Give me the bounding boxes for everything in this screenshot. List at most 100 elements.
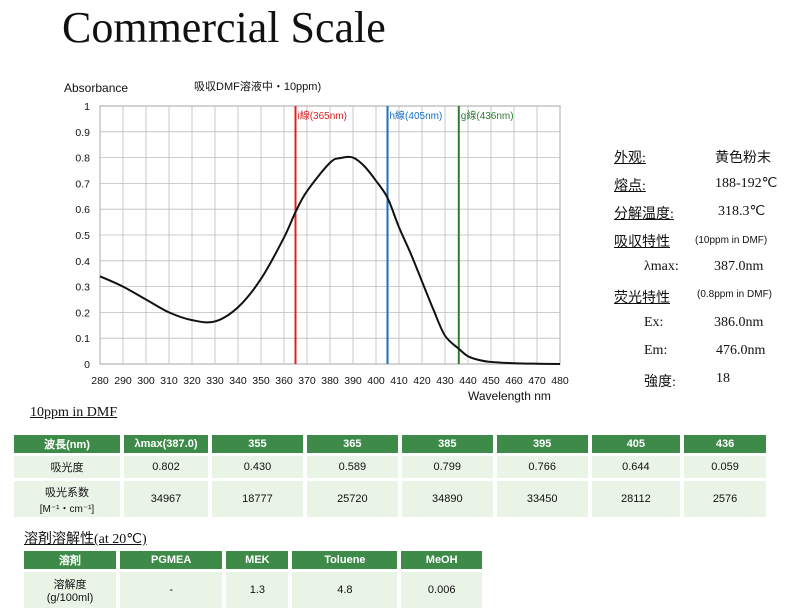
- header-cell: MeOH: [401, 551, 482, 569]
- x-tick-label: 450: [482, 375, 500, 387]
- table-cell: 0.430: [212, 456, 303, 478]
- header-cell: 395: [496, 435, 588, 453]
- y-tick-label: 0.1: [75, 333, 90, 345]
- decomp-label: 分解温度:: [614, 207, 674, 222]
- table-header-row: 溶剤 PGMEA MEK Toluene MeOH: [24, 551, 482, 569]
- table-cell: 0.799: [401, 456, 493, 478]
- chart-grid: [99, 105, 561, 365]
- table-cell: 34890: [401, 481, 493, 517]
- x-tick-label: 290: [114, 375, 132, 387]
- row-label: 吸光系数 [M⁻¹・cm⁻¹]: [14, 481, 120, 517]
- table-header-row: 波長(nm) λmax(387.0) 355 365 385 395 405 4…: [14, 435, 766, 453]
- table1-caption: 10ppm in DMF: [30, 405, 118, 420]
- row-label: 溶解度 (g/100ml): [24, 572, 116, 608]
- header-cell: 溶剤: [24, 551, 116, 569]
- solubility-table: 溶剤 PGMEA MEK Toluene MeOH 溶解度 (g/100ml) …: [20, 548, 486, 611]
- melting-value: 188-192℃: [715, 176, 778, 191]
- ex-label: Ex:: [644, 315, 664, 330]
- lambda-max-value: 387.0nm: [714, 259, 764, 274]
- absorbance-curve: [99, 155, 561, 365]
- table-row: 吸光系数 [M⁻¹・cm⁻¹] 34967 18777 25720 34890 …: [14, 481, 766, 517]
- table-row: 吸光度 0.802 0.430 0.589 0.799 0.766 0.644 …: [14, 456, 766, 478]
- header-cell: λmax(387.0): [124, 435, 208, 453]
- x-tick-label: 420: [413, 375, 431, 387]
- x-tick-label: 350: [252, 375, 270, 387]
- appearance-label: 外观:: [614, 151, 646, 166]
- x-tick-label: 380: [321, 375, 339, 387]
- x-tick-label: 460: [505, 375, 523, 387]
- table-cell: 0.802: [124, 456, 208, 478]
- y-tick-label: 0.3: [75, 282, 90, 294]
- absorbance-chart: i線(365nm) h線(405nm) g線(436nm) 280 290 300 310…: [64, 79, 569, 403]
- x-tick-label: 410: [390, 375, 408, 387]
- table-cell: 1.3: [226, 572, 289, 608]
- header-cell: 405: [591, 435, 681, 453]
- x-tick-label: 480: [551, 375, 569, 387]
- header-cell: 波長(nm): [14, 435, 120, 453]
- y-tick-label: 0.7: [75, 178, 90, 190]
- x-tick-label: 340: [229, 375, 247, 387]
- header-cell: 436: [684, 435, 766, 453]
- appearance-value: 黄色粉末: [715, 151, 771, 166]
- y-axis-label: Absorbance: [64, 81, 128, 95]
- header-cell: PGMEA: [120, 551, 223, 569]
- header-cell: 365: [306, 435, 398, 453]
- marker-label: g線(436nm): [461, 109, 514, 122]
- table-cell: 33450: [496, 481, 588, 517]
- table-cell: 0.589: [306, 456, 398, 478]
- em-value: 476.0nm: [716, 343, 766, 358]
- y-tick-label: 0.9: [75, 127, 90, 139]
- x-tick-label: 330: [206, 375, 224, 387]
- header-cell: Toluene: [292, 551, 398, 569]
- x-tick-label: 300: [137, 375, 155, 387]
- table-cell: 2576: [684, 481, 766, 517]
- x-tick-label: 400: [367, 375, 385, 387]
- x-tick-label: 370: [298, 375, 316, 387]
- fluorescence-label: 荧光特性: [614, 291, 670, 306]
- x-tick-label: 430: [436, 375, 454, 387]
- y-tick-label: 0.2: [75, 307, 90, 319]
- table-cell: 34967: [124, 481, 208, 517]
- intensity-label: 強度:: [644, 375, 676, 390]
- table-cell: -: [120, 572, 223, 608]
- row-label-main: 溶解度: [53, 579, 87, 591]
- x-axis-label: Wavelength nm: [468, 389, 551, 403]
- fluorescence-note: (0.8ppm in DMF): [697, 289, 773, 300]
- x-tick-label: 280: [91, 375, 109, 387]
- y-tick-label: 0.5: [75, 230, 90, 242]
- absorbance-table: 波長(nm) λmax(387.0) 355 365 385 395 405 4…: [10, 432, 770, 520]
- decomp-value: 318.3℃: [718, 204, 766, 219]
- x-tick-label: 360: [275, 375, 293, 387]
- table-cell: 18777: [212, 481, 303, 517]
- x-tick-label: 310: [160, 375, 178, 387]
- x-tick-label: 470: [528, 375, 546, 387]
- header-cell: 385: [401, 435, 493, 453]
- row-label-unit: (g/100ml): [46, 592, 94, 604]
- melting-label: 熔点:: [614, 179, 646, 194]
- row-label-main: 吸光系数: [45, 486, 89, 499]
- intensity-value: 18: [716, 371, 730, 386]
- em-label: Em:: [644, 343, 668, 358]
- chart-title: 吸収DMF溶液中・10ppm): [194, 79, 321, 93]
- wavelength-markers: i線(365nm) h線(405nm) g線(436nm): [294, 106, 514, 364]
- y-tick-label: 0.6: [75, 204, 90, 216]
- row-label-unit: [M⁻¹・cm⁻¹]: [39, 503, 95, 515]
- table-cell: 0.006: [401, 572, 482, 608]
- x-tick-label: 390: [344, 375, 362, 387]
- page-title: Commercial Scale: [62, 3, 386, 52]
- table-cell: 0.766: [496, 456, 588, 478]
- table-cell: 0.059: [684, 456, 766, 478]
- table-row: 溶解度 (g/100ml) - 1.3 4.8 0.006: [24, 572, 482, 608]
- axis-ticks: 280 290 300 310 320 330 340 350 360 370 380 390 400 4…: [75, 101, 569, 387]
- absorption-note: (10ppm in DMF): [695, 235, 768, 246]
- absorbance-line: [99, 155, 561, 365]
- table-cell: 0.644: [591, 456, 681, 478]
- ex-value: 386.0nm: [714, 315, 764, 330]
- marker-label: i線(365nm): [298, 109, 347, 122]
- absorption-label: 吸収特性: [614, 235, 670, 250]
- table2-caption: 溶剤溶解性(at 20℃): [24, 532, 147, 547]
- lambda-max-label: λmax:: [644, 259, 679, 274]
- y-tick-label: 0: [84, 359, 90, 371]
- y-tick-label: 0.8: [75, 153, 90, 165]
- header-cell: 355: [212, 435, 303, 453]
